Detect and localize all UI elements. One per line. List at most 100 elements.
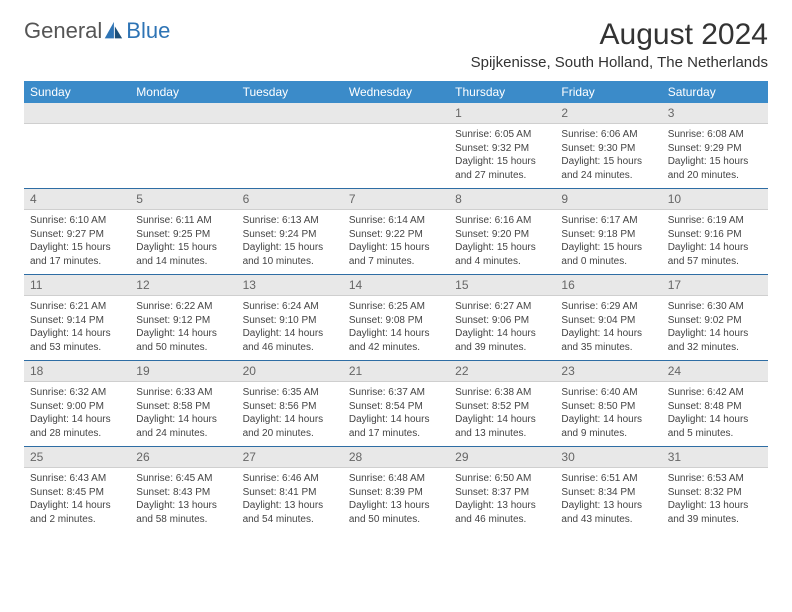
day-cell: Sunrise: 6:13 AMSunset: 9:24 PMDaylight:…: [237, 210, 343, 274]
daylight-text: Daylight: 14 hours: [136, 327, 230, 341]
sunset-text: Sunset: 8:39 PM: [349, 486, 443, 500]
sunrise-text: Sunrise: 6:22 AM: [136, 300, 230, 314]
daynum-row: 18192021222324: [24, 361, 768, 382]
sunrise-text: Sunrise: 6:33 AM: [136, 386, 230, 400]
daylight-text: and 20 minutes.: [243, 427, 337, 441]
sunrise-text: Sunrise: 6:46 AM: [243, 472, 337, 486]
sunrise-text: Sunrise: 6:51 AM: [561, 472, 655, 486]
day-number: 20: [237, 361, 343, 381]
day-number: [237, 103, 343, 123]
day-number: 4: [24, 189, 130, 209]
sunrise-text: Sunrise: 6:10 AM: [30, 214, 124, 228]
details-row: Sunrise: 6:21 AMSunset: 9:14 PMDaylight:…: [24, 296, 768, 360]
sunset-text: Sunset: 9:29 PM: [668, 142, 762, 156]
sunrise-text: Sunrise: 6:08 AM: [668, 128, 762, 142]
daylight-text: Daylight: 13 hours: [349, 499, 443, 513]
sunrise-text: Sunrise: 6:16 AM: [455, 214, 549, 228]
details-row: Sunrise: 6:05 AMSunset: 9:32 PMDaylight:…: [24, 124, 768, 188]
daylight-text: Daylight: 15 hours: [455, 155, 549, 169]
daylight-text: Daylight: 14 hours: [243, 413, 337, 427]
sunrise-text: Sunrise: 6:21 AM: [30, 300, 124, 314]
sunrise-text: Sunrise: 6:30 AM: [668, 300, 762, 314]
daylight-text: and 7 minutes.: [349, 255, 443, 269]
day-number: 12: [130, 275, 236, 295]
details-row: Sunrise: 6:32 AMSunset: 9:00 PMDaylight:…: [24, 382, 768, 446]
sunset-text: Sunset: 9:12 PM: [136, 314, 230, 328]
daylight-text: and 58 minutes.: [136, 513, 230, 527]
sail-icon: [102, 20, 124, 42]
daylight-text: Daylight: 14 hours: [455, 327, 549, 341]
daylight-text: Daylight: 14 hours: [668, 327, 762, 341]
day-number: 21: [343, 361, 449, 381]
daylight-text: Daylight: 13 hours: [668, 499, 762, 513]
day-cell: Sunrise: 6:14 AMSunset: 9:22 PMDaylight:…: [343, 210, 449, 274]
weekday-header: Sunday Monday Tuesday Wednesday Thursday…: [24, 81, 768, 103]
sunrise-text: Sunrise: 6:32 AM: [30, 386, 124, 400]
day-cell: Sunrise: 6:42 AMSunset: 8:48 PMDaylight:…: [662, 382, 768, 446]
daylight-text: and 39 minutes.: [668, 513, 762, 527]
calendar-document: General Blue August 2024 Spijkenisse, So…: [0, 0, 792, 550]
day-number: [130, 103, 236, 123]
day-cell: Sunrise: 6:11 AMSunset: 9:25 PMDaylight:…: [130, 210, 236, 274]
day-cell: Sunrise: 6:06 AMSunset: 9:30 PMDaylight:…: [555, 124, 661, 188]
weekday-label: Monday: [130, 81, 236, 103]
day-number: 8: [449, 189, 555, 209]
day-number: 22: [449, 361, 555, 381]
daylight-text: Daylight: 13 hours: [455, 499, 549, 513]
daylight-text: Daylight: 14 hours: [349, 327, 443, 341]
sunrise-text: Sunrise: 6:42 AM: [668, 386, 762, 400]
daylight-text: Daylight: 15 hours: [349, 241, 443, 255]
sunset-text: Sunset: 8:34 PM: [561, 486, 655, 500]
brand-logo: General Blue: [24, 18, 170, 44]
sunset-text: Sunset: 8:52 PM: [455, 400, 549, 414]
weekday-label: Tuesday: [237, 81, 343, 103]
sunset-text: Sunset: 8:41 PM: [243, 486, 337, 500]
sunset-text: Sunset: 9:32 PM: [455, 142, 549, 156]
sunrise-text: Sunrise: 6:35 AM: [243, 386, 337, 400]
sunset-text: Sunset: 8:43 PM: [136, 486, 230, 500]
day-cell: Sunrise: 6:33 AMSunset: 8:58 PMDaylight:…: [130, 382, 236, 446]
location-text: Spijkenisse, South Holland, The Netherla…: [471, 54, 768, 71]
sunrise-text: Sunrise: 6:37 AM: [349, 386, 443, 400]
daylight-text: and 0 minutes.: [561, 255, 655, 269]
day-cell: Sunrise: 6:37 AMSunset: 8:54 PMDaylight:…: [343, 382, 449, 446]
daylight-text: Daylight: 13 hours: [561, 499, 655, 513]
daynum-row: 45678910: [24, 189, 768, 210]
day-cell: Sunrise: 6:43 AMSunset: 8:45 PMDaylight:…: [24, 468, 130, 532]
day-number: 6: [237, 189, 343, 209]
daylight-text: and 27 minutes.: [455, 169, 549, 183]
sunset-text: Sunset: 9:18 PM: [561, 228, 655, 242]
day-number: 23: [555, 361, 661, 381]
week-block: 45678910Sunrise: 6:10 AMSunset: 9:27 PMD…: [24, 188, 768, 274]
sunrise-text: Sunrise: 6:43 AM: [30, 472, 124, 486]
week-block: 11121314151617Sunrise: 6:21 AMSunset: 9:…: [24, 274, 768, 360]
day-number: 5: [130, 189, 236, 209]
daylight-text: and 53 minutes.: [30, 341, 124, 355]
day-number: 25: [24, 447, 130, 467]
day-cell: Sunrise: 6:30 AMSunset: 9:02 PMDaylight:…: [662, 296, 768, 360]
details-row: Sunrise: 6:43 AMSunset: 8:45 PMDaylight:…: [24, 468, 768, 532]
daynum-row: 25262728293031: [24, 447, 768, 468]
daylight-text: and 43 minutes.: [561, 513, 655, 527]
daylight-text: Daylight: 13 hours: [136, 499, 230, 513]
sunset-text: Sunset: 9:24 PM: [243, 228, 337, 242]
day-cell: Sunrise: 6:10 AMSunset: 9:27 PMDaylight:…: [24, 210, 130, 274]
sunset-text: Sunset: 9:08 PM: [349, 314, 443, 328]
daylight-text: Daylight: 13 hours: [243, 499, 337, 513]
day-cell: Sunrise: 6:40 AMSunset: 8:50 PMDaylight:…: [555, 382, 661, 446]
daylight-text: and 24 minutes.: [561, 169, 655, 183]
weekday-label: Friday: [555, 81, 661, 103]
daylight-text: Daylight: 15 hours: [561, 155, 655, 169]
day-cell: Sunrise: 6:17 AMSunset: 9:18 PMDaylight:…: [555, 210, 661, 274]
weekday-label: Wednesday: [343, 81, 449, 103]
day-cell: Sunrise: 6:51 AMSunset: 8:34 PMDaylight:…: [555, 468, 661, 532]
sunrise-text: Sunrise: 6:27 AM: [455, 300, 549, 314]
day-cell: Sunrise: 6:50 AMSunset: 8:37 PMDaylight:…: [449, 468, 555, 532]
day-number: 15: [449, 275, 555, 295]
sunset-text: Sunset: 9:02 PM: [668, 314, 762, 328]
sunrise-text: Sunrise: 6:05 AM: [455, 128, 549, 142]
day-cell: Sunrise: 6:53 AMSunset: 8:32 PMDaylight:…: [662, 468, 768, 532]
daylight-text: and 9 minutes.: [561, 427, 655, 441]
sunrise-text: Sunrise: 6:13 AM: [243, 214, 337, 228]
day-cell: Sunrise: 6:08 AMSunset: 9:29 PMDaylight:…: [662, 124, 768, 188]
